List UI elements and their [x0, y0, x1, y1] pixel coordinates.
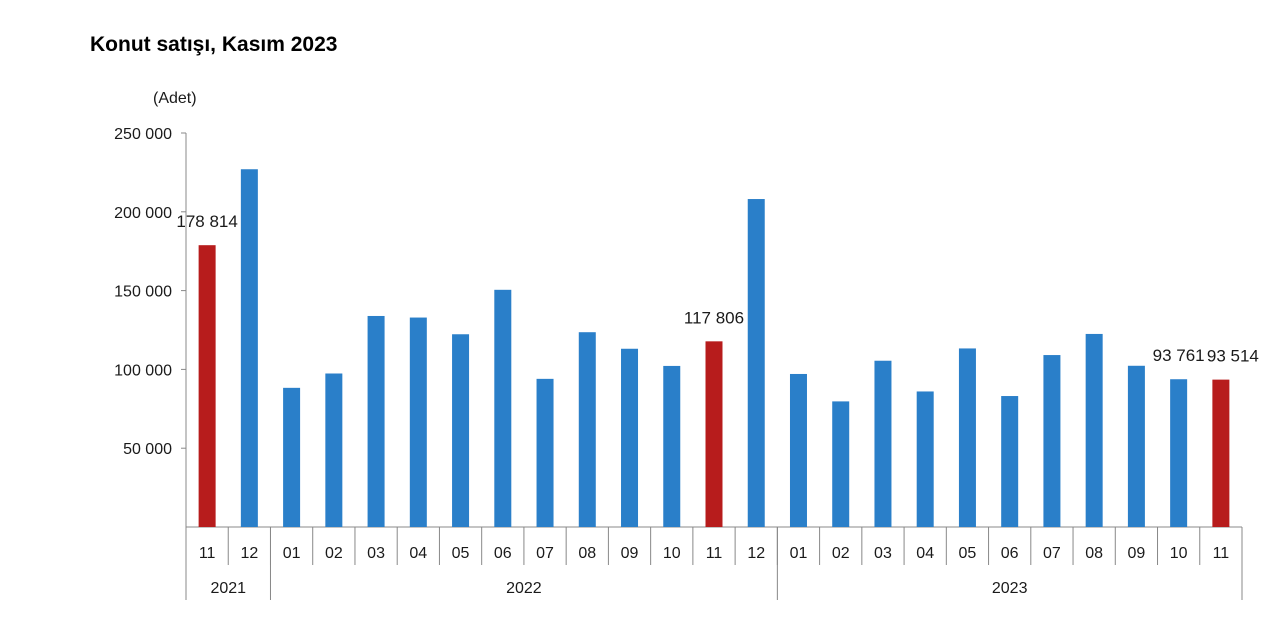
- year-label: 2022: [506, 580, 542, 597]
- x-tick-label: 09: [1128, 545, 1146, 562]
- data-label: 178 814: [176, 212, 237, 231]
- data-label: 93 514: [1207, 347, 1259, 366]
- year-label: 2021: [210, 580, 246, 597]
- bar: [1043, 355, 1061, 527]
- bar: [1127, 365, 1145, 527]
- y-tick-label: 100 000: [114, 362, 172, 379]
- x-tick-label: 06: [494, 545, 512, 562]
- bar: [198, 245, 216, 527]
- x-tick-label: 02: [832, 545, 850, 562]
- y-tick-label: 50 000: [123, 441, 172, 458]
- bar: [409, 317, 427, 527]
- x-tick-label: 05: [959, 545, 977, 562]
- x-tick-label: 10: [1170, 545, 1188, 562]
- y-tick-label: 150 000: [114, 284, 172, 301]
- bar: [1001, 396, 1019, 527]
- x-tick-label: 11: [706, 545, 723, 562]
- data-label: 93 761: [1153, 346, 1205, 365]
- bar: [283, 387, 301, 527]
- x-tick-label: 12: [747, 545, 765, 562]
- x-tick-label: 08: [1085, 545, 1103, 562]
- bar: [240, 169, 258, 528]
- bar: [325, 373, 343, 527]
- bar: [916, 391, 934, 527]
- bar: [452, 334, 470, 527]
- x-tick-label: 05: [452, 545, 470, 562]
- x-tick-label: 10: [663, 545, 681, 562]
- x-tick-label: 06: [1001, 545, 1019, 562]
- x-tick-label: 09: [621, 545, 639, 562]
- x-tick-label: 04: [916, 545, 934, 562]
- chart-title: Konut satışı, Kasım 2023: [90, 33, 338, 56]
- bar: [705, 341, 723, 527]
- year-label: 2023: [992, 580, 1028, 597]
- x-tick-label: 11: [1213, 545, 1230, 562]
- y-axis-label: (Adet): [153, 90, 197, 107]
- x-tick-label: 12: [240, 545, 258, 562]
- bar: [621, 348, 639, 527]
- bar: [874, 360, 892, 527]
- x-tick-label: 01: [790, 545, 808, 562]
- x-tick-label: 03: [874, 545, 892, 562]
- bar: [958, 348, 976, 527]
- bar: [663, 365, 681, 527]
- bar: [1170, 379, 1188, 527]
- x-tick-label: 08: [578, 545, 596, 562]
- y-tick-label: 250 000: [114, 126, 172, 143]
- y-tick-label: 200 000: [114, 205, 172, 222]
- x-tick-label: 04: [409, 545, 427, 562]
- bar: [832, 401, 850, 527]
- x-tick-label: 11: [199, 545, 216, 562]
- bar: [1085, 333, 1103, 527]
- data-label: 117 806: [684, 308, 744, 327]
- bar: [494, 289, 512, 527]
- x-tick-label: 02: [325, 545, 343, 562]
- x-tick-label: 07: [536, 545, 554, 562]
- x-tick-label: 01: [283, 545, 301, 562]
- x-tick-label: 03: [367, 545, 385, 562]
- bar: [1212, 379, 1230, 527]
- bar: [789, 373, 807, 527]
- x-tick-label: 07: [1043, 545, 1061, 562]
- bar: [747, 199, 765, 527]
- bar: [578, 332, 596, 527]
- bar: [536, 378, 554, 527]
- bar: [367, 315, 385, 527]
